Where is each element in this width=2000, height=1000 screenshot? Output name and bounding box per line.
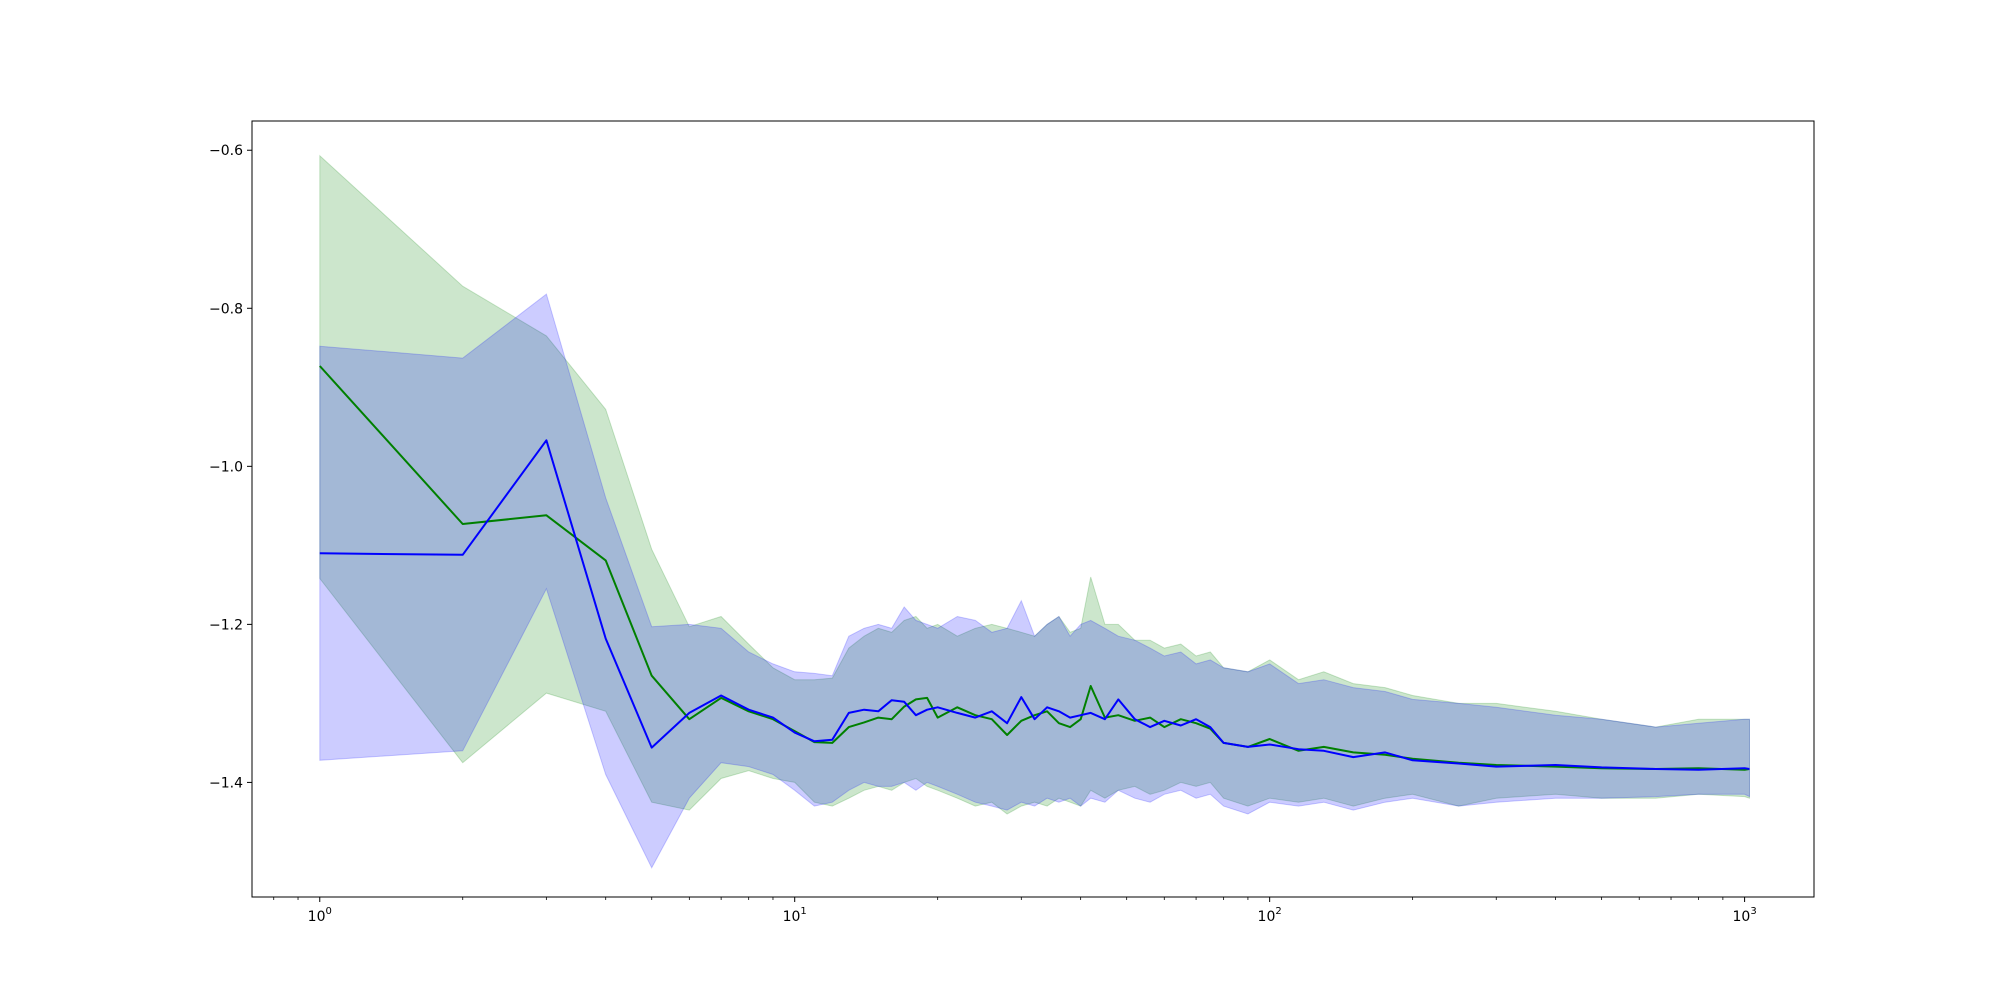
confidence-band-1 <box>319 154 1750 815</box>
x-tick-label: 100 <box>308 906 332 925</box>
y-tick-label: −1.0 <box>209 459 243 475</box>
x-tick-exponent: 0 <box>325 906 331 917</box>
y-tick-label: −1.2 <box>209 617 243 633</box>
x-tick-exponent: 3 <box>1750 906 1756 917</box>
series-line-2 <box>319 439 1750 771</box>
y-tick-label: −0.8 <box>209 301 243 317</box>
x-tick-exponent: 2 <box>1275 906 1281 917</box>
x-tick-label: 101 <box>783 906 807 925</box>
y-tick-label: −1.4 <box>209 775 243 791</box>
axes-frame <box>251 120 1815 898</box>
x-tick-base: 10 <box>1732 909 1750 925</box>
x-tick-label: 103 <box>1732 906 1756 925</box>
y-axis: −0.6 −0.8 −1.0 −1.2 −1.4 <box>209 143 252 791</box>
x-tick-base: 10 <box>783 909 801 925</box>
x-tick-label: 102 <box>1258 906 1282 925</box>
plot-area <box>319 154 1750 869</box>
x-tick-base: 10 <box>1258 909 1276 925</box>
x-axis: 100 101 102 103 <box>273 897 1757 925</box>
x-tick-base: 10 <box>308 909 326 925</box>
y-tick-label: −0.6 <box>209 143 243 159</box>
series-line-1 <box>319 365 1750 771</box>
x-tick-exponent: 1 <box>800 906 806 917</box>
